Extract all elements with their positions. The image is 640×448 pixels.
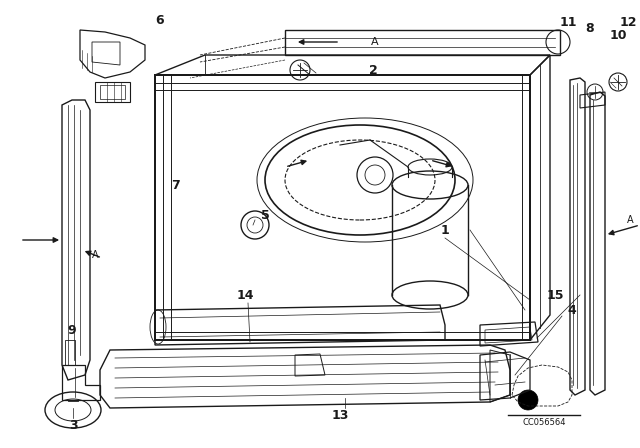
Circle shape: [518, 390, 538, 410]
Text: 14: 14: [236, 289, 253, 302]
Text: 4: 4: [568, 303, 577, 316]
Text: CC056564: CC056564: [522, 418, 566, 426]
Text: 13: 13: [332, 409, 349, 422]
Text: 7: 7: [171, 178, 179, 191]
Text: A: A: [371, 37, 379, 47]
Text: 10: 10: [609, 29, 627, 42]
Text: 11: 11: [559, 16, 577, 29]
Text: 8: 8: [586, 22, 595, 34]
Text: 3: 3: [68, 418, 77, 431]
Text: 6: 6: [156, 13, 164, 26]
Text: 12: 12: [620, 16, 637, 29]
Text: A: A: [627, 215, 634, 225]
Text: 2: 2: [369, 64, 378, 77]
Text: 15: 15: [547, 289, 564, 302]
Text: 1: 1: [440, 224, 449, 237]
Text: A: A: [92, 250, 99, 260]
Text: 9: 9: [68, 323, 76, 336]
Text: 5: 5: [260, 208, 269, 221]
